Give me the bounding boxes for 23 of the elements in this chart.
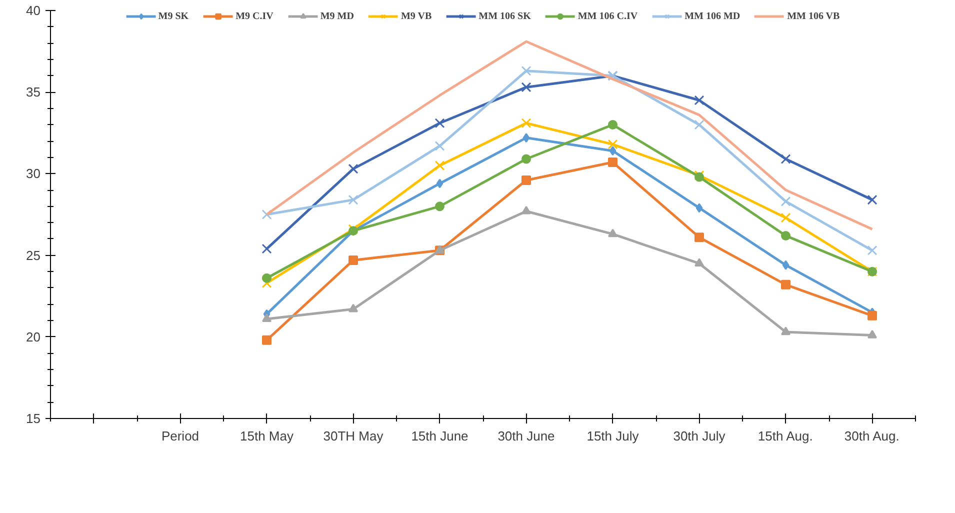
legend-label: MM 106 VB [787, 10, 840, 22]
y-tick-label: 20 [26, 329, 41, 344]
x-tick-label: 15th Aug. [758, 428, 813, 444]
y-tick-label: 40 [26, 3, 41, 18]
x-tick-label: 15th July [586, 428, 640, 444]
x-tick-label: 30th July [673, 428, 726, 444]
x-tick-label: 30th Aug. [844, 428, 900, 444]
legend-label: M9 SK [158, 10, 189, 22]
y-tick-label: 15 [26, 411, 41, 426]
y-tick-label: 30 [26, 166, 41, 182]
x-tick-label: 30TH May [323, 428, 384, 444]
legend-label: MM 106 MD [684, 10, 740, 22]
legend-label: MM 106 C.IV [578, 10, 638, 22]
legend-label: M9 MD [320, 10, 354, 22]
x-tick-label: 15th June [411, 428, 468, 444]
x-tick-label: Period [161, 428, 200, 444]
x-tick-label: 15th May [240, 428, 294, 444]
x-tick-label: 30th June [498, 428, 555, 444]
y-tick-label: 35 [26, 84, 41, 100]
legend-label: M9 VB [400, 10, 432, 22]
legend-label: M9 C.IV [236, 10, 274, 22]
legend-label: MM 106 SK [478, 10, 531, 22]
y-tick-label: 25 [26, 248, 41, 263]
